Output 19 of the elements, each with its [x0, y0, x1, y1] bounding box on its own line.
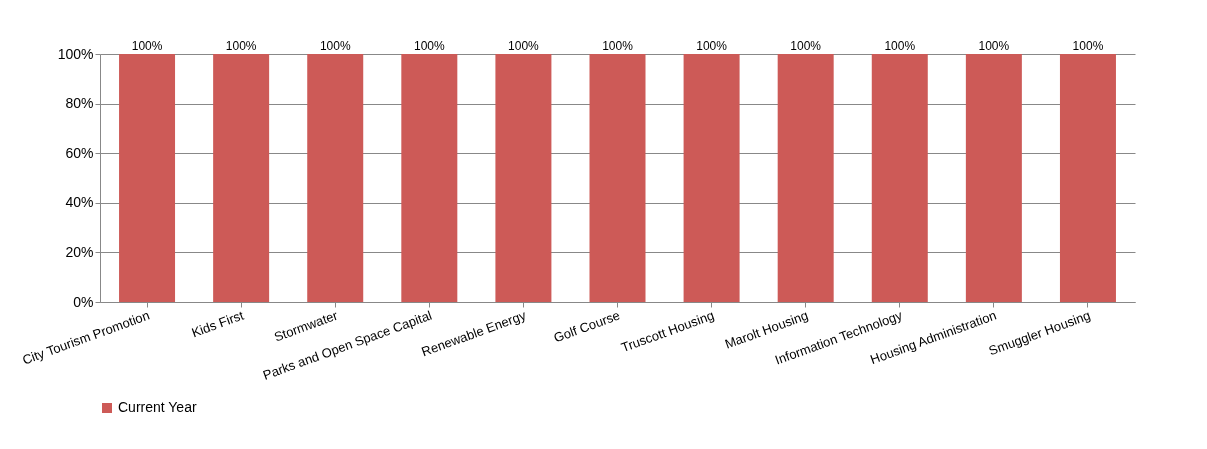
y-tick-label: 80% [65, 95, 94, 112]
y-tick-label: 20% [65, 243, 94, 260]
text: 100% [978, 39, 1010, 53]
y-tick-label: 100% [57, 45, 94, 62]
legend-label: Current Year [118, 399, 197, 415]
text: 100% [508, 39, 539, 53]
text: 100% [413, 39, 445, 53]
text: 100% [131, 39, 163, 53]
y-tick-label: 0% [73, 293, 94, 310]
text: 100% [319, 39, 351, 53]
text: 100% [1072, 39, 1104, 53]
x-tick-label: Kids First [189, 307, 246, 341]
y-tick-label: 40% [65, 194, 94, 211]
text: 100% [602, 39, 633, 53]
y-tick-label: 60% [65, 144, 94, 161]
text: 100% [696, 39, 727, 53]
text: 100% [225, 39, 257, 53]
text: 100% [790, 39, 822, 53]
text: 100% [884, 39, 916, 53]
